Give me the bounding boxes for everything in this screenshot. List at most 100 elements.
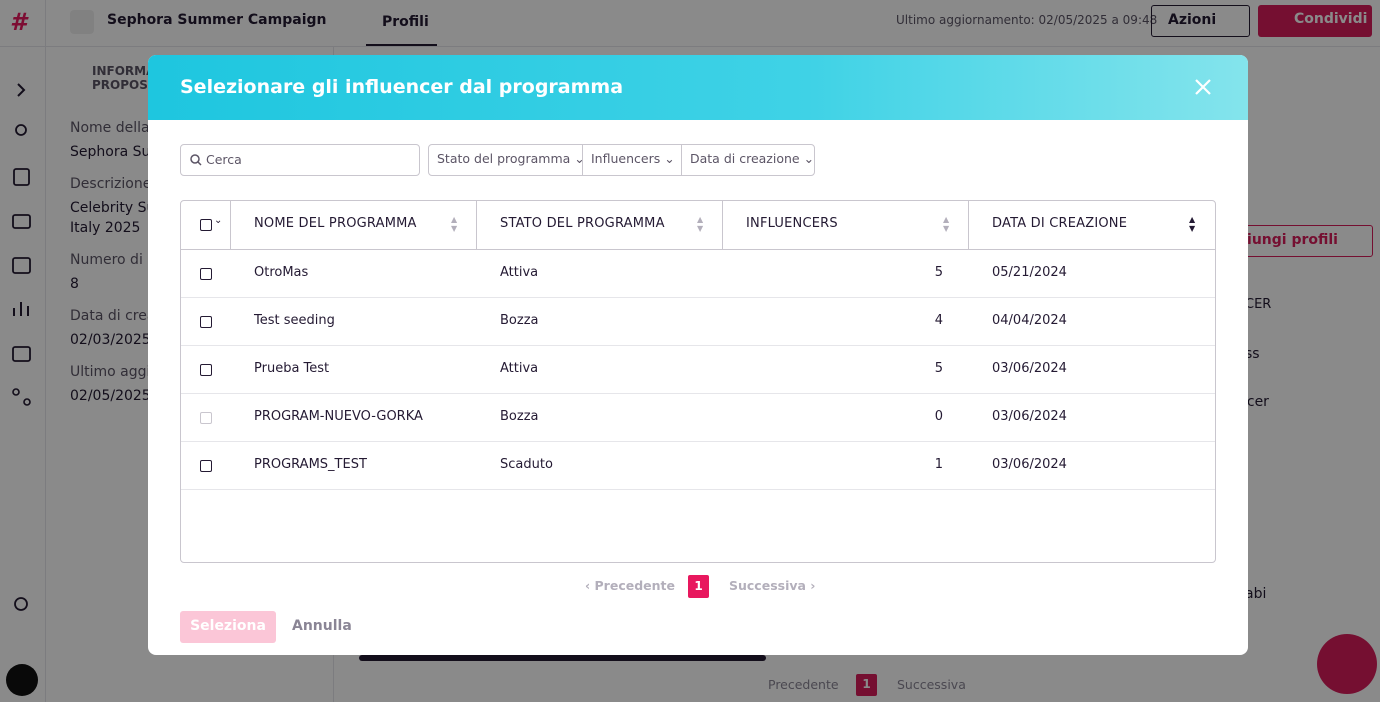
- cancel-button[interactable]: Annulla: [292, 618, 352, 634]
- table-cell: 03/06/2024: [992, 409, 1067, 424]
- table-cell: Bozza: [500, 313, 539, 328]
- bg-prev[interactable]: Precedente: [768, 677, 839, 692]
- current-page[interactable]: 1: [688, 575, 709, 598]
- bg-next[interactable]: Successiva: [897, 677, 966, 692]
- add-profiles-label: giungi profili: [1237, 232, 1338, 248]
- row-checkbox[interactable]: [200, 460, 212, 472]
- section-line: INFORMA: [92, 64, 156, 78]
- rail-icons: #: [6, 8, 38, 696]
- search-box[interactable]: Cerca: [180, 144, 420, 176]
- row-checkbox[interactable]: [200, 412, 212, 424]
- close-button[interactable]: [1194, 78, 1212, 96]
- select-all-checkbox[interactable]: [200, 219, 212, 231]
- row-border: [181, 345, 1215, 346]
- share-label: Condividi: [1294, 11, 1368, 27]
- prev-label: Precedente: [594, 578, 675, 593]
- tab[interactable]: Profili: [382, 14, 429, 30]
- select-all-menu[interactable]: ⌄: [214, 215, 223, 226]
- filter-label: Data di creazione: [690, 151, 800, 166]
- field-value: 8: [70, 276, 79, 292]
- search-icon: [190, 154, 202, 166]
- sort-icon[interactable]: ▲ ▼: [943, 215, 950, 233]
- table-cell: PROGRAM-NUEVO-GORKA: [254, 409, 423, 424]
- row-checkbox[interactable]: [200, 268, 212, 280]
- prev-page[interactable]: ‹ Precedente: [585, 578, 675, 593]
- header-border: [0, 46, 1380, 47]
- panel-section: INFORMA PROPOS: [92, 64, 155, 92]
- tab-underline: [366, 44, 437, 47]
- back-button[interactable]: [70, 10, 94, 34]
- scrollbar: [359, 655, 766, 661]
- campaign-title: Sephora Summer Campaign: [107, 12, 327, 28]
- col-divider: [476, 201, 477, 249]
- select-button[interactable]: Seleziona: [180, 611, 276, 643]
- bg-cell: ss: [1245, 346, 1260, 362]
- sort-icon[interactable]: ▲ ▼: [451, 215, 458, 233]
- next-label: Successiva: [729, 578, 806, 593]
- sort-icon[interactable]: ▲ ▼: [697, 215, 704, 233]
- filter[interactable]: Data di creazione ⌄: [681, 144, 815, 176]
- column-header: DATA DI CREAZIONE: [992, 216, 1128, 231]
- bg-page[interactable]: 1: [856, 674, 877, 696]
- row-border: [181, 489, 1215, 490]
- filter-label: Influencers: [591, 151, 661, 166]
- modal-title: Selezionare gli influencer dal programma: [180, 76, 624, 98]
- table-cell: 04/04/2024: [992, 313, 1067, 328]
- table-cell: PROGRAMS_TEST: [254, 457, 367, 472]
- table-cell: 03/06/2024: [992, 457, 1067, 472]
- field-label: Data di crea: [70, 308, 156, 324]
- share-button[interactable]: Condividi: [1258, 5, 1372, 37]
- field-label: Descrizione: [70, 176, 152, 192]
- table-cell: 1: [934, 457, 943, 472]
- row-border: [181, 441, 1215, 442]
- column-header: STATO DEL PROGRAMMA: [500, 216, 665, 231]
- table-cell: 5: [934, 265, 943, 280]
- table-cell: Bozza: [500, 409, 539, 424]
- table-cell: Test seeding: [254, 313, 335, 328]
- table-cell: 05/21/2024: [992, 265, 1067, 280]
- table-cell: Prueba Test: [254, 361, 330, 376]
- last-update: Ultimo aggiornamento: 02/05/2025 a 09:48: [896, 13, 1158, 27]
- svg-text:#: #: [10, 8, 29, 36]
- col-divider: [230, 201, 231, 249]
- header-border: [181, 249, 1215, 250]
- help-button[interactable]: [1317, 634, 1377, 694]
- col-divider: [968, 201, 969, 249]
- table-cell: Attiva: [500, 361, 539, 376]
- field-label: Ultimo aggio: [70, 364, 159, 380]
- row-border: [181, 297, 1215, 298]
- bg-column: CER: [1245, 297, 1272, 312]
- field-value: Celebrity Su: [70, 200, 156, 216]
- filter-label: Stato del programma: [437, 151, 571, 166]
- field-label: Nome della p: [70, 120, 163, 136]
- table-cell: 03/06/2024: [992, 361, 1067, 376]
- next-page[interactable]: Successiva ›: [729, 578, 816, 593]
- filter[interactable]: Stato del programma ⌄: [428, 144, 585, 176]
- table-cell: Attiva: [500, 265, 539, 280]
- field-value: 02/03/2025: [70, 332, 151, 348]
- actions-button[interactable]: Azioni: [1151, 5, 1250, 37]
- search-placeholder: Cerca: [206, 152, 242, 167]
- field-label: Numero di p: [70, 252, 157, 268]
- field-value: Sephora Sur: [70, 144, 157, 160]
- row-checkbox[interactable]: [200, 316, 212, 328]
- bg-cell: abi: [1245, 586, 1267, 602]
- table-cell: 0: [934, 409, 943, 424]
- field-value: 02/05/2025: [70, 388, 151, 404]
- table-cell: 5: [934, 361, 943, 376]
- field-value: Italy 2025: [70, 220, 141, 236]
- section-line: PROPOS: [92, 78, 148, 92]
- filter[interactable]: Influencers ⌄: [582, 144, 682, 176]
- sort-icon[interactable]: ▲ ▼: [1189, 215, 1196, 233]
- col-divider: [722, 201, 723, 249]
- table-cell: Scaduto: [500, 457, 553, 472]
- modal: Selezionare gli influencer dal programma…: [148, 55, 1248, 655]
- program-table: ⌄ NOME DEL PROGRAMMA ▲ ▼ STATO DEL PROGRAMM…: [180, 200, 1216, 563]
- row-checkbox[interactable]: [200, 364, 212, 376]
- actions-label: Azioni: [1168, 12, 1217, 28]
- column-header: INFLUENCERS: [746, 216, 838, 231]
- column-header: NOME DEL PROGRAMMA: [254, 216, 417, 231]
- table-cell: OtroMas: [254, 265, 309, 280]
- modal-header: [148, 55, 1248, 120]
